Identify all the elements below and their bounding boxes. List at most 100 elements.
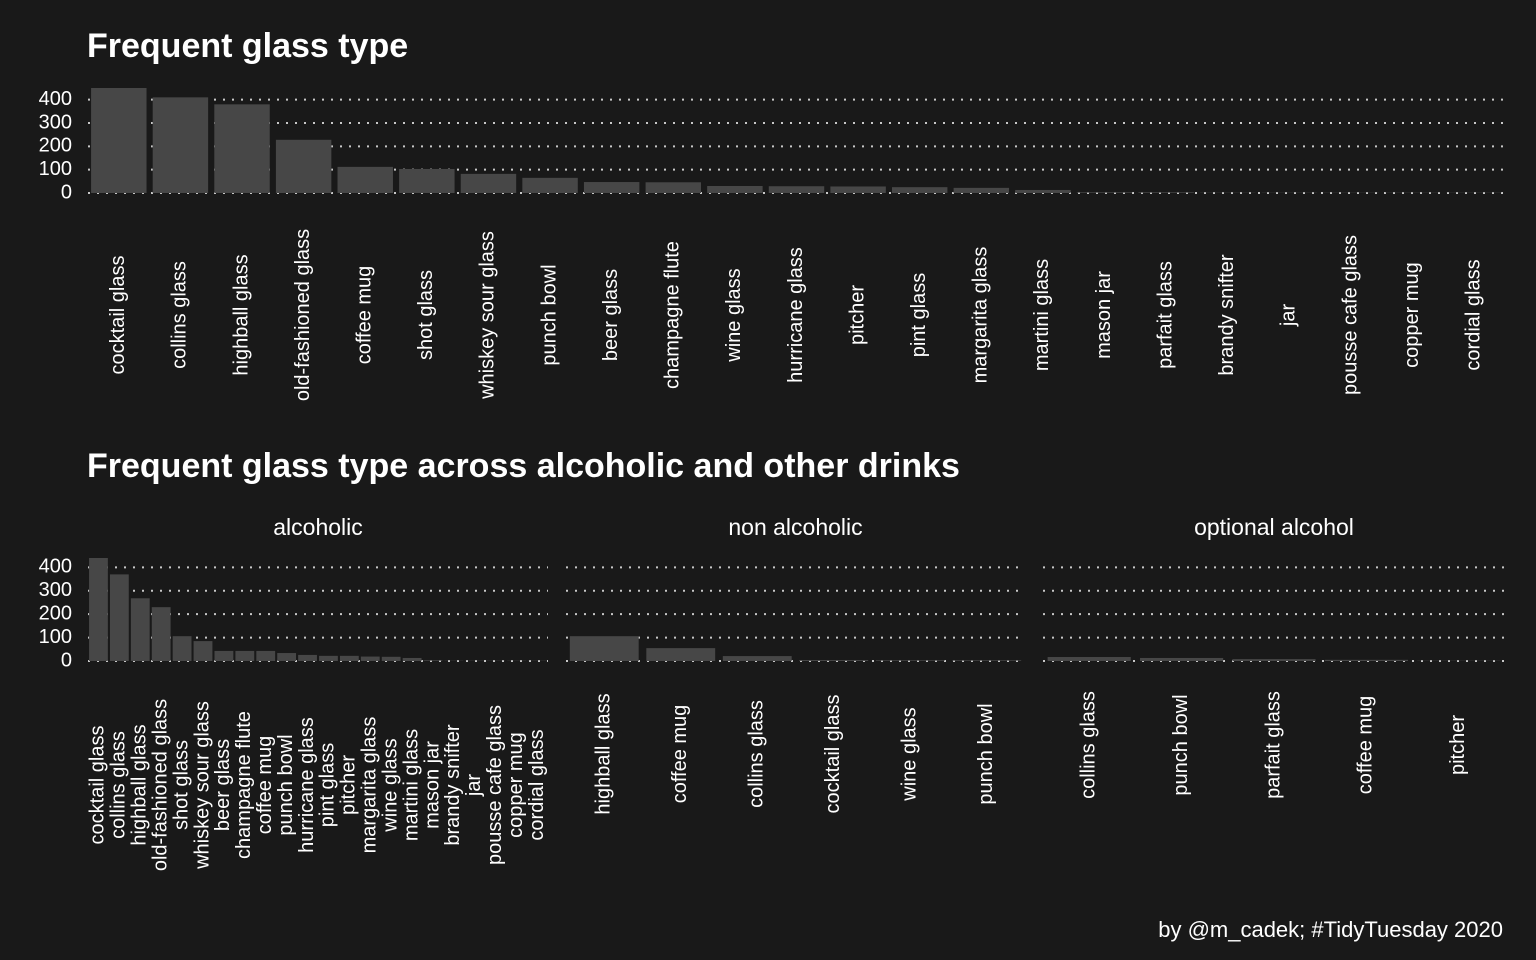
x-tick-label: jar [1278, 304, 1300, 328]
bar [1015, 189, 1071, 193]
bar [1076, 192, 1133, 193]
x-tick-label: hurricane glass [296, 717, 318, 853]
x-tick-label: martini glass [1031, 259, 1053, 371]
bar [1138, 192, 1194, 193]
bar [381, 656, 401, 661]
bar [952, 660, 1022, 661]
x-tick-label: cordial glass [1462, 259, 1484, 370]
bar [193, 641, 213, 661]
x-tick-label: punch bowl [1170, 694, 1192, 795]
y-tick-label: 200 [39, 135, 72, 157]
x-tick-label: brandy snifter [442, 724, 464, 846]
y-tick-label: 300 [39, 579, 72, 601]
bar [235, 650, 255, 661]
y-tick-label: 400 [39, 556, 72, 578]
x-tick-label: pousse cafe glass [1339, 235, 1361, 395]
y-tick-label: 0 [61, 181, 72, 203]
x-tick-label: punch bowl [275, 734, 297, 835]
x-tick-label: wine glass [723, 268, 745, 362]
x-tick-label: old-fashioned glass [149, 699, 171, 871]
bar [1140, 657, 1224, 661]
bar [799, 660, 869, 661]
bar [722, 656, 792, 661]
x-tick-label: jar [463, 774, 485, 798]
x-tick-label: cordial glass [526, 729, 548, 840]
bar [214, 104, 270, 193]
bar [337, 166, 393, 193]
x-tick-label: cocktail glass [107, 256, 129, 375]
x-tick-label: collins glass [169, 261, 191, 369]
bar [109, 574, 129, 661]
bar [830, 186, 886, 193]
bar [423, 660, 443, 661]
chart-title: Frequent glass type [87, 27, 408, 65]
bar [953, 187, 1010, 193]
bar [891, 187, 948, 193]
x-tick-label: copper mug [1401, 262, 1423, 368]
y-tick-label: 400 [39, 88, 72, 110]
x-tick-label: pint glass [317, 743, 339, 828]
facet-label: alcoholic [273, 514, 363, 540]
bar [319, 655, 338, 661]
x-tick-label: coffee mug [354, 266, 376, 365]
x-tick-label: punch bowl [538, 264, 560, 365]
x-tick-label: shot glass [415, 270, 437, 360]
x-tick-label: pitcher [338, 755, 360, 815]
y-tick-label: 100 [39, 626, 72, 648]
bar [583, 182, 640, 193]
y-tick-label: 300 [39, 111, 72, 133]
facet-label: non alcoholic [728, 514, 862, 540]
x-tick-label: wine glass [899, 707, 921, 801]
bar [91, 88, 147, 193]
x-tick-label: coffee mug [669, 705, 691, 804]
bar [399, 168, 455, 193]
x-tick-label: pousse cafe glass [484, 705, 506, 865]
bar [646, 648, 716, 661]
x-tick-label: mason jar [1093, 271, 1115, 359]
bar [360, 656, 380, 661]
x-tick-label: old-fashioned glass [292, 229, 314, 401]
x-tick-label: mason jar [421, 741, 443, 829]
x-tick-label: martini glass [400, 729, 422, 841]
x-tick-label: pitcher [1447, 715, 1469, 775]
caption: by @m_cadek; #TidyTuesday 2020 [1158, 917, 1503, 942]
x-tick-label: collins glass [108, 731, 130, 839]
bar [645, 182, 702, 193]
chart-title: Frequent glass type across alcoholic and… [87, 447, 960, 485]
x-tick-label: coffee mug [254, 736, 276, 835]
x-tick-label: collins glass [1077, 691, 1099, 799]
x-tick-label: champagne flute [662, 241, 684, 389]
bar [151, 607, 171, 661]
bar [172, 636, 192, 661]
bar [402, 657, 422, 661]
bar [522, 177, 578, 193]
bar [875, 660, 945, 661]
bar [460, 173, 517, 193]
bar [569, 636, 639, 661]
bar [214, 650, 234, 661]
bar [339, 655, 359, 661]
x-tick-label: cocktail glass [87, 726, 109, 845]
x-tick-label: coffee mug [1355, 696, 1377, 795]
bar [1232, 659, 1316, 661]
x-tick-label: whiskey sour glass [477, 231, 499, 400]
bar [275, 139, 332, 193]
bar [768, 186, 825, 193]
y-tick-label: 200 [39, 602, 72, 624]
x-tick-label: shot glass [170, 740, 192, 830]
x-tick-label: champagne flute [233, 711, 255, 859]
x-tick-label: pitcher [846, 285, 868, 345]
x-tick-label: brandy snifter [1216, 254, 1238, 376]
x-tick-label: highball glass [593, 693, 615, 814]
x-tick-label: whiskey sour glass [191, 701, 213, 870]
x-tick-label: punch bowl [975, 703, 997, 804]
x-tick-label: collins glass [746, 700, 768, 808]
x-tick-label: cocktail glass [822, 695, 844, 814]
x-tick-label: hurricane glass [785, 247, 807, 383]
bar [707, 186, 763, 193]
x-tick-label: parfait glass [1154, 261, 1176, 369]
x-tick-label: parfait glass [1262, 691, 1284, 799]
x-tick-label: copper mug [505, 732, 527, 838]
